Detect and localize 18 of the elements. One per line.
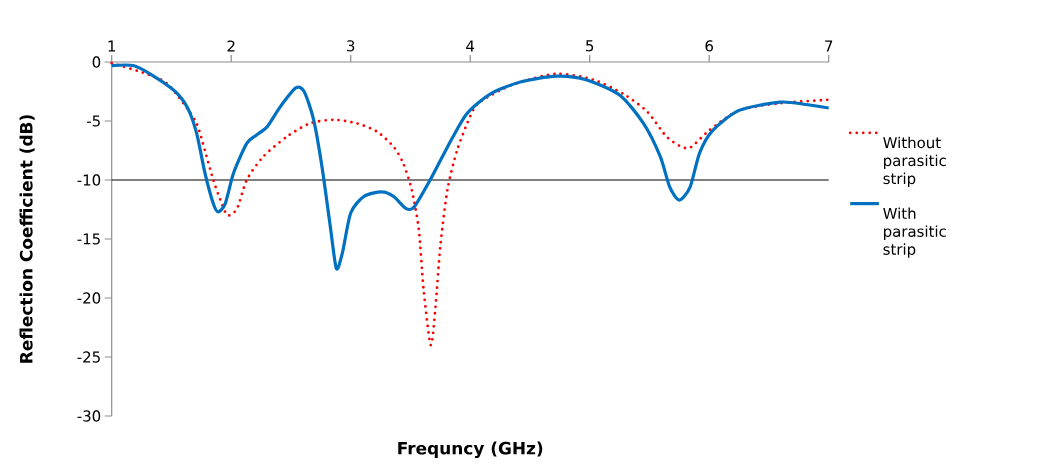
y-tick-label: -15	[77, 233, 100, 245]
y-tick-label: -5	[87, 115, 100, 127]
text: With parasitic strip	[883, 207, 946, 258]
x-tick-label: 4	[466, 40, 475, 52]
y-tick-label: -30	[77, 410, 101, 422]
y-tick-label: -10	[77, 174, 101, 186]
x-tick-label: 6	[705, 40, 714, 52]
x-tick-label: 3	[347, 40, 355, 52]
x-tick-label: 5	[586, 40, 594, 52]
y-axis-title: Reflection Coefficient (dB)	[19, 115, 35, 363]
x-tick-label: 1	[108, 40, 116, 52]
y-tick-label: 0	[92, 56, 101, 68]
x-tick-label: 2	[227, 40, 235, 52]
text: Without parasitic strip	[883, 136, 946, 188]
y-tick-label: -25	[77, 351, 100, 363]
y-tick-label: -20	[77, 292, 101, 304]
x-tick-label: 7	[825, 40, 833, 52]
x-axis-title: Frequncy (GHz)	[398, 441, 543, 459]
